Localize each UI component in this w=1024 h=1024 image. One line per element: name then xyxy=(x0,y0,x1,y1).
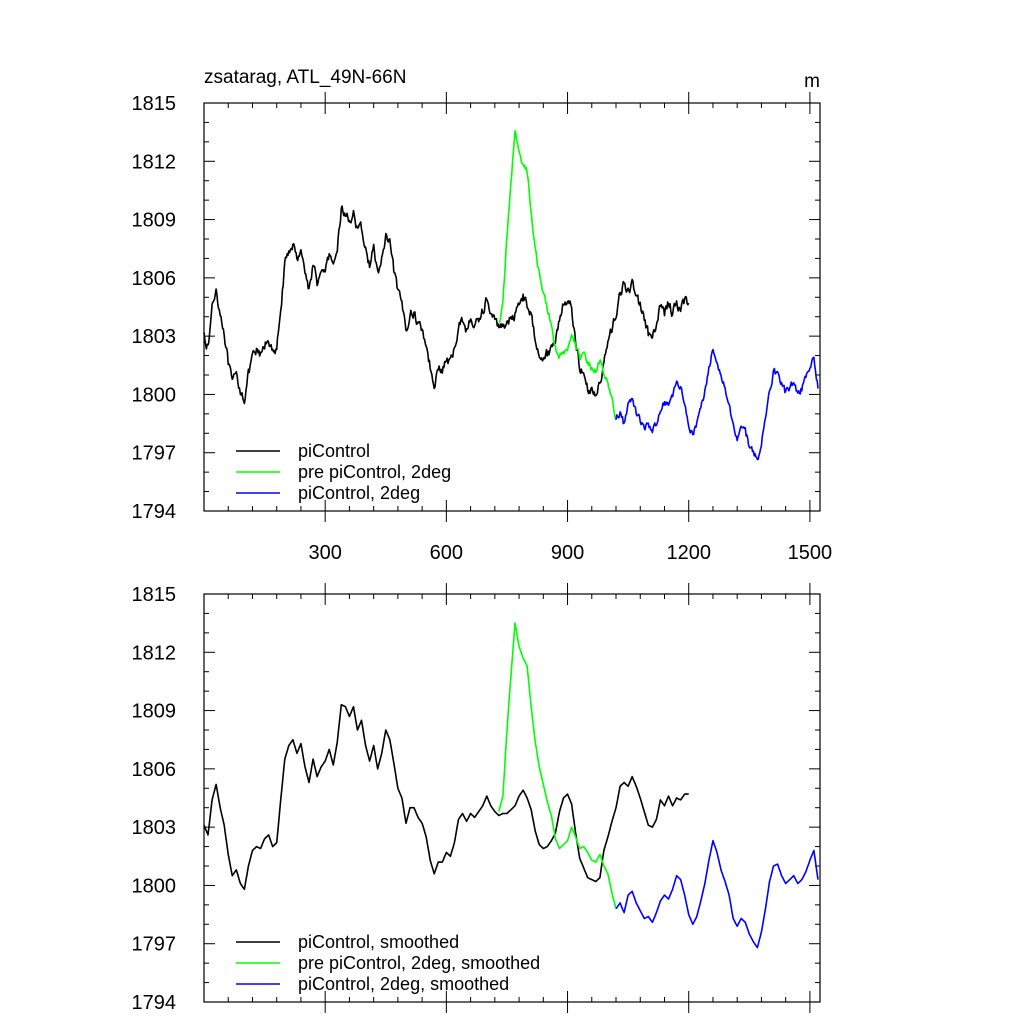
x-tick-label: 1500 xyxy=(788,542,833,564)
y-tick-label: 1800 xyxy=(132,384,177,406)
y-tick-label: 1812 xyxy=(132,151,177,173)
legend-label: pre piControl, 2deg, smoothed xyxy=(298,953,540,973)
y-tick-label: 1797 xyxy=(132,443,177,465)
legend-label: piControl, smoothed xyxy=(298,932,459,952)
y-tick-label: 1809 xyxy=(132,701,177,723)
y-tick-label: 1806 xyxy=(132,759,177,781)
y-tick-label: 1797 xyxy=(132,934,177,956)
bottom-panel: 1794 1797 1800 1803 1806 1809 1812 1815 piContro… xyxy=(132,583,821,1014)
y-tick-label: 1809 xyxy=(132,210,177,232)
y-tick-label: 1815 xyxy=(132,93,177,115)
series-line-picontrol-smoothed xyxy=(203,703,689,891)
series-line-picontrol-2deg xyxy=(615,348,819,461)
legend-label: pre piControl, 2deg xyxy=(298,462,451,482)
series-line-picontrol xyxy=(203,205,690,405)
x-tick-label: 900 xyxy=(551,542,584,564)
legend-label: piControl, 2deg, smoothed xyxy=(298,974,509,994)
legend-label: piControl, 2deg xyxy=(298,483,420,503)
top-panel: 1794 1797 1800 1803 1806 1809 1812 1815 300 600 90… xyxy=(132,92,833,564)
y-tick-label: 1794 xyxy=(132,992,177,1014)
x-tick-label: 600 xyxy=(430,542,463,564)
series-line-picontrol-2deg-smoothed xyxy=(615,839,819,949)
y-tick-label: 1794 xyxy=(132,501,177,523)
plot-frame xyxy=(203,102,821,512)
chart-title: zsatarag, ATL_49N-66N xyxy=(204,67,406,88)
units-label: m xyxy=(804,71,820,92)
series-line-pre-picontrol-2deg xyxy=(498,130,617,420)
y-tick-label: 1800 xyxy=(132,875,177,897)
x-tick-label: 300 xyxy=(308,542,341,564)
x-tick-label: 1200 xyxy=(666,542,711,564)
series-line-pre-picontrol-2deg-smoothed xyxy=(498,622,617,909)
plot-frame xyxy=(203,593,821,1003)
y-tick-label: 1815 xyxy=(132,584,177,606)
y-tick-label: 1806 xyxy=(132,268,177,290)
y-tick-label: 1803 xyxy=(132,326,177,348)
legend-label: piControl xyxy=(298,441,370,461)
y-tick-label: 1803 xyxy=(132,817,177,839)
y-tick-label: 1812 xyxy=(132,642,177,664)
